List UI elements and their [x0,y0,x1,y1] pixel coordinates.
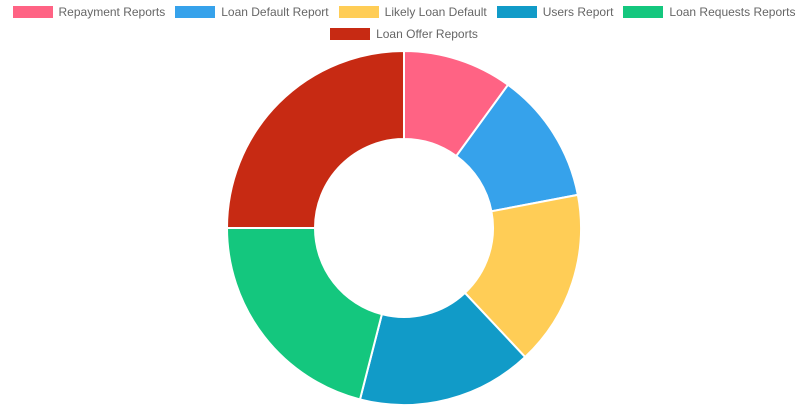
legend-swatch [496,6,537,18]
legend-row: Loan Offer Reports [0,23,808,45]
doughnut-slice-loan-offer-reports[interactable] [225,49,405,229]
legend-item-repayment-reports[interactable]: Repayment Reports [12,5,166,19]
legend-swatch [330,28,371,40]
legend-label: Repayment Reports [58,5,166,19]
doughnut-slice-users-report[interactable] [358,291,527,406]
legend-label: Users Report [542,5,614,19]
legend-swatch [175,6,216,18]
legend-item-likely-loan-default[interactable]: Likely Loan Default [338,5,487,19]
legend-swatch [338,6,379,18]
legend-item-loan-offer-reports[interactable]: Loan Offer Reports [330,27,478,41]
legend-swatch [623,6,664,18]
legend-label: Loan Default Report [221,5,329,19]
doughnut-slice-likely-loan-default[interactable] [463,193,582,359]
legend-item-loan-default-report[interactable]: Loan Default Report [175,5,329,19]
legend-item-users-report[interactable]: Users Report [496,5,614,19]
legend-row: Repayment Reports Loan Default Report Li… [0,1,808,23]
doughnut-slice-loan-requests-reports[interactable] [225,227,384,401]
legend-swatch [12,6,53,18]
legend-label: Loan Offer Reports [376,27,478,41]
legend-item-loan-requests-reports[interactable]: Loan Requests Reports [623,5,795,19]
legend-label: Loan Requests Reports [669,5,796,19]
chart-legend: Repayment Reports Loan Default Report Li… [0,0,808,45]
legend-label: Likely Loan Default [384,5,487,19]
